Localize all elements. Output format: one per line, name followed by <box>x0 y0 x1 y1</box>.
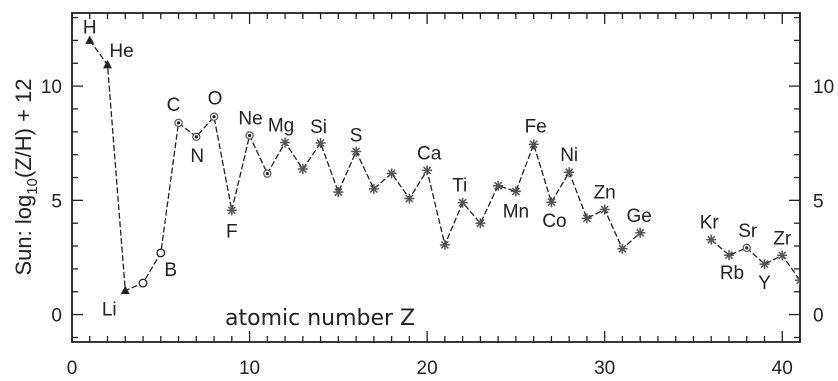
element-symbol-label: Fe <box>525 116 547 137</box>
data-point-star <box>226 205 237 216</box>
element-symbol-label: Zn <box>594 182 616 203</box>
element-symbol-label: H <box>83 17 97 38</box>
data-point-dot-center <box>247 133 252 138</box>
data-point-dot-center <box>745 246 749 250</box>
element-symbol-label: B <box>164 260 177 281</box>
y-tick-label-right: 10 <box>813 77 834 98</box>
data-point-triangle <box>103 59 113 69</box>
data-point-star <box>795 275 800 286</box>
y-tick-label-right: 0 <box>813 306 824 327</box>
x-tick-label: 10 <box>239 358 260 379</box>
data-point-star <box>759 259 770 270</box>
y-tick-label-left: 0 <box>51 306 62 327</box>
data-point-star <box>368 183 379 194</box>
data-point-star <box>457 197 468 208</box>
data-point-star <box>351 146 362 157</box>
data-point-star <box>777 250 788 261</box>
data-point-star <box>510 186 521 197</box>
data-point-star <box>280 137 291 148</box>
data-point-star <box>724 250 734 261</box>
data-point-open-circle <box>156 248 166 258</box>
element-symbol-label: Co <box>542 211 566 232</box>
data-point-star <box>581 213 592 224</box>
y-axis-label: Sun: log10(Z/H) + 12 <box>11 78 41 275</box>
element-symbol-label: O <box>208 89 223 110</box>
element-symbol-label: Ni <box>560 145 578 166</box>
data-point-star <box>564 167 575 178</box>
element-symbol-label: He <box>109 41 133 62</box>
data-point-dot-center <box>212 115 216 119</box>
data-point-star <box>439 239 450 250</box>
x-tick-label: 40 <box>772 358 793 379</box>
element-symbol-label: Si <box>310 117 327 138</box>
element-symbol-label: Y <box>758 273 771 294</box>
series-line <box>89 40 641 292</box>
data-point-star <box>706 234 717 245</box>
data-point-star <box>297 164 308 174</box>
data-point-star <box>635 227 646 238</box>
x-tick-label: 20 <box>417 358 438 379</box>
element-labels: H He Li B C N O F Ne Mg Si S Ca Ti Mn Fe Co Ni Zn Ge Kr Rb Sr Y… <box>83 17 792 320</box>
element-symbol-label: S <box>350 125 363 146</box>
element-symbol-label: Kr <box>700 213 720 234</box>
element-symbol-label: Ti <box>452 176 467 197</box>
element-symbol-label: Zr <box>773 228 792 249</box>
data-point-star <box>617 243 628 254</box>
y-axis-label-suffix: (Z/H) + 12 <box>11 78 36 178</box>
abundance-markers <box>85 35 800 295</box>
data-point-star <box>333 187 344 198</box>
y-axis-label-prefix: Sun: log <box>11 195 36 276</box>
y-tick-label-right: 5 <box>813 191 824 212</box>
data-point-star <box>404 193 415 204</box>
data-point-triangle <box>120 285 130 295</box>
data-point-open-circle <box>138 278 148 288</box>
y-tick-label-left: 5 <box>51 191 62 212</box>
axis-ticks <box>71 13 801 342</box>
element-symbol-label: F <box>226 221 238 242</box>
element-symbol-label: Ne <box>238 108 262 129</box>
element-symbol-label: Rb <box>720 263 744 284</box>
element-symbol-label: Ca <box>417 143 442 164</box>
data-point-star <box>422 165 433 176</box>
data-point-triangle <box>85 35 95 44</box>
axis-tick-labels: 0 10 20 30 40 0 0 5 5 10 10 <box>41 77 834 379</box>
data-point-star <box>528 139 539 150</box>
element-symbol-label: N <box>190 146 204 167</box>
element-symbol-label: Li <box>102 300 117 321</box>
data-point-star <box>315 138 326 148</box>
x-tick-label: 0 <box>67 358 78 379</box>
data-point-star <box>386 168 397 179</box>
data-point-dot-center <box>176 121 181 125</box>
element-symbol-label: C <box>167 95 181 116</box>
data-point-star <box>546 197 557 208</box>
y-tick-label-left: 10 <box>41 77 62 98</box>
element-symbol-label: Mn <box>503 201 529 222</box>
element-symbol-label: Sr <box>738 221 758 242</box>
data-point-dot-center <box>265 172 269 176</box>
element-symbol-label: Ge <box>627 206 652 227</box>
plot-frame <box>71 12 801 343</box>
x-tick-label: 30 <box>594 358 615 379</box>
data-point-star <box>493 180 504 191</box>
element-symbol-label: Mg <box>268 116 294 137</box>
x-axis-annotation: atomic number Z <box>225 306 415 331</box>
data-point-star <box>475 218 486 229</box>
data-point-dot-center <box>194 135 198 139</box>
data-point-star <box>599 204 610 215</box>
y-axis-label-subscript: 10 <box>24 178 41 195</box>
